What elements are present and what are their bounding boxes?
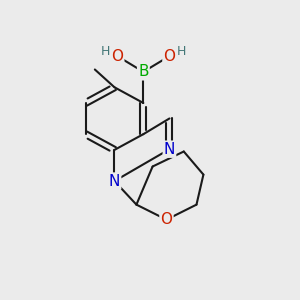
Text: H: H <box>177 45 186 58</box>
Text: B: B <box>138 64 148 79</box>
Text: O: O <box>160 212 172 227</box>
Text: N: N <box>164 142 175 157</box>
Text: N: N <box>109 174 120 189</box>
Text: O: O <box>111 49 123 64</box>
Text: O: O <box>164 49 175 64</box>
Text: H: H <box>100 45 110 58</box>
